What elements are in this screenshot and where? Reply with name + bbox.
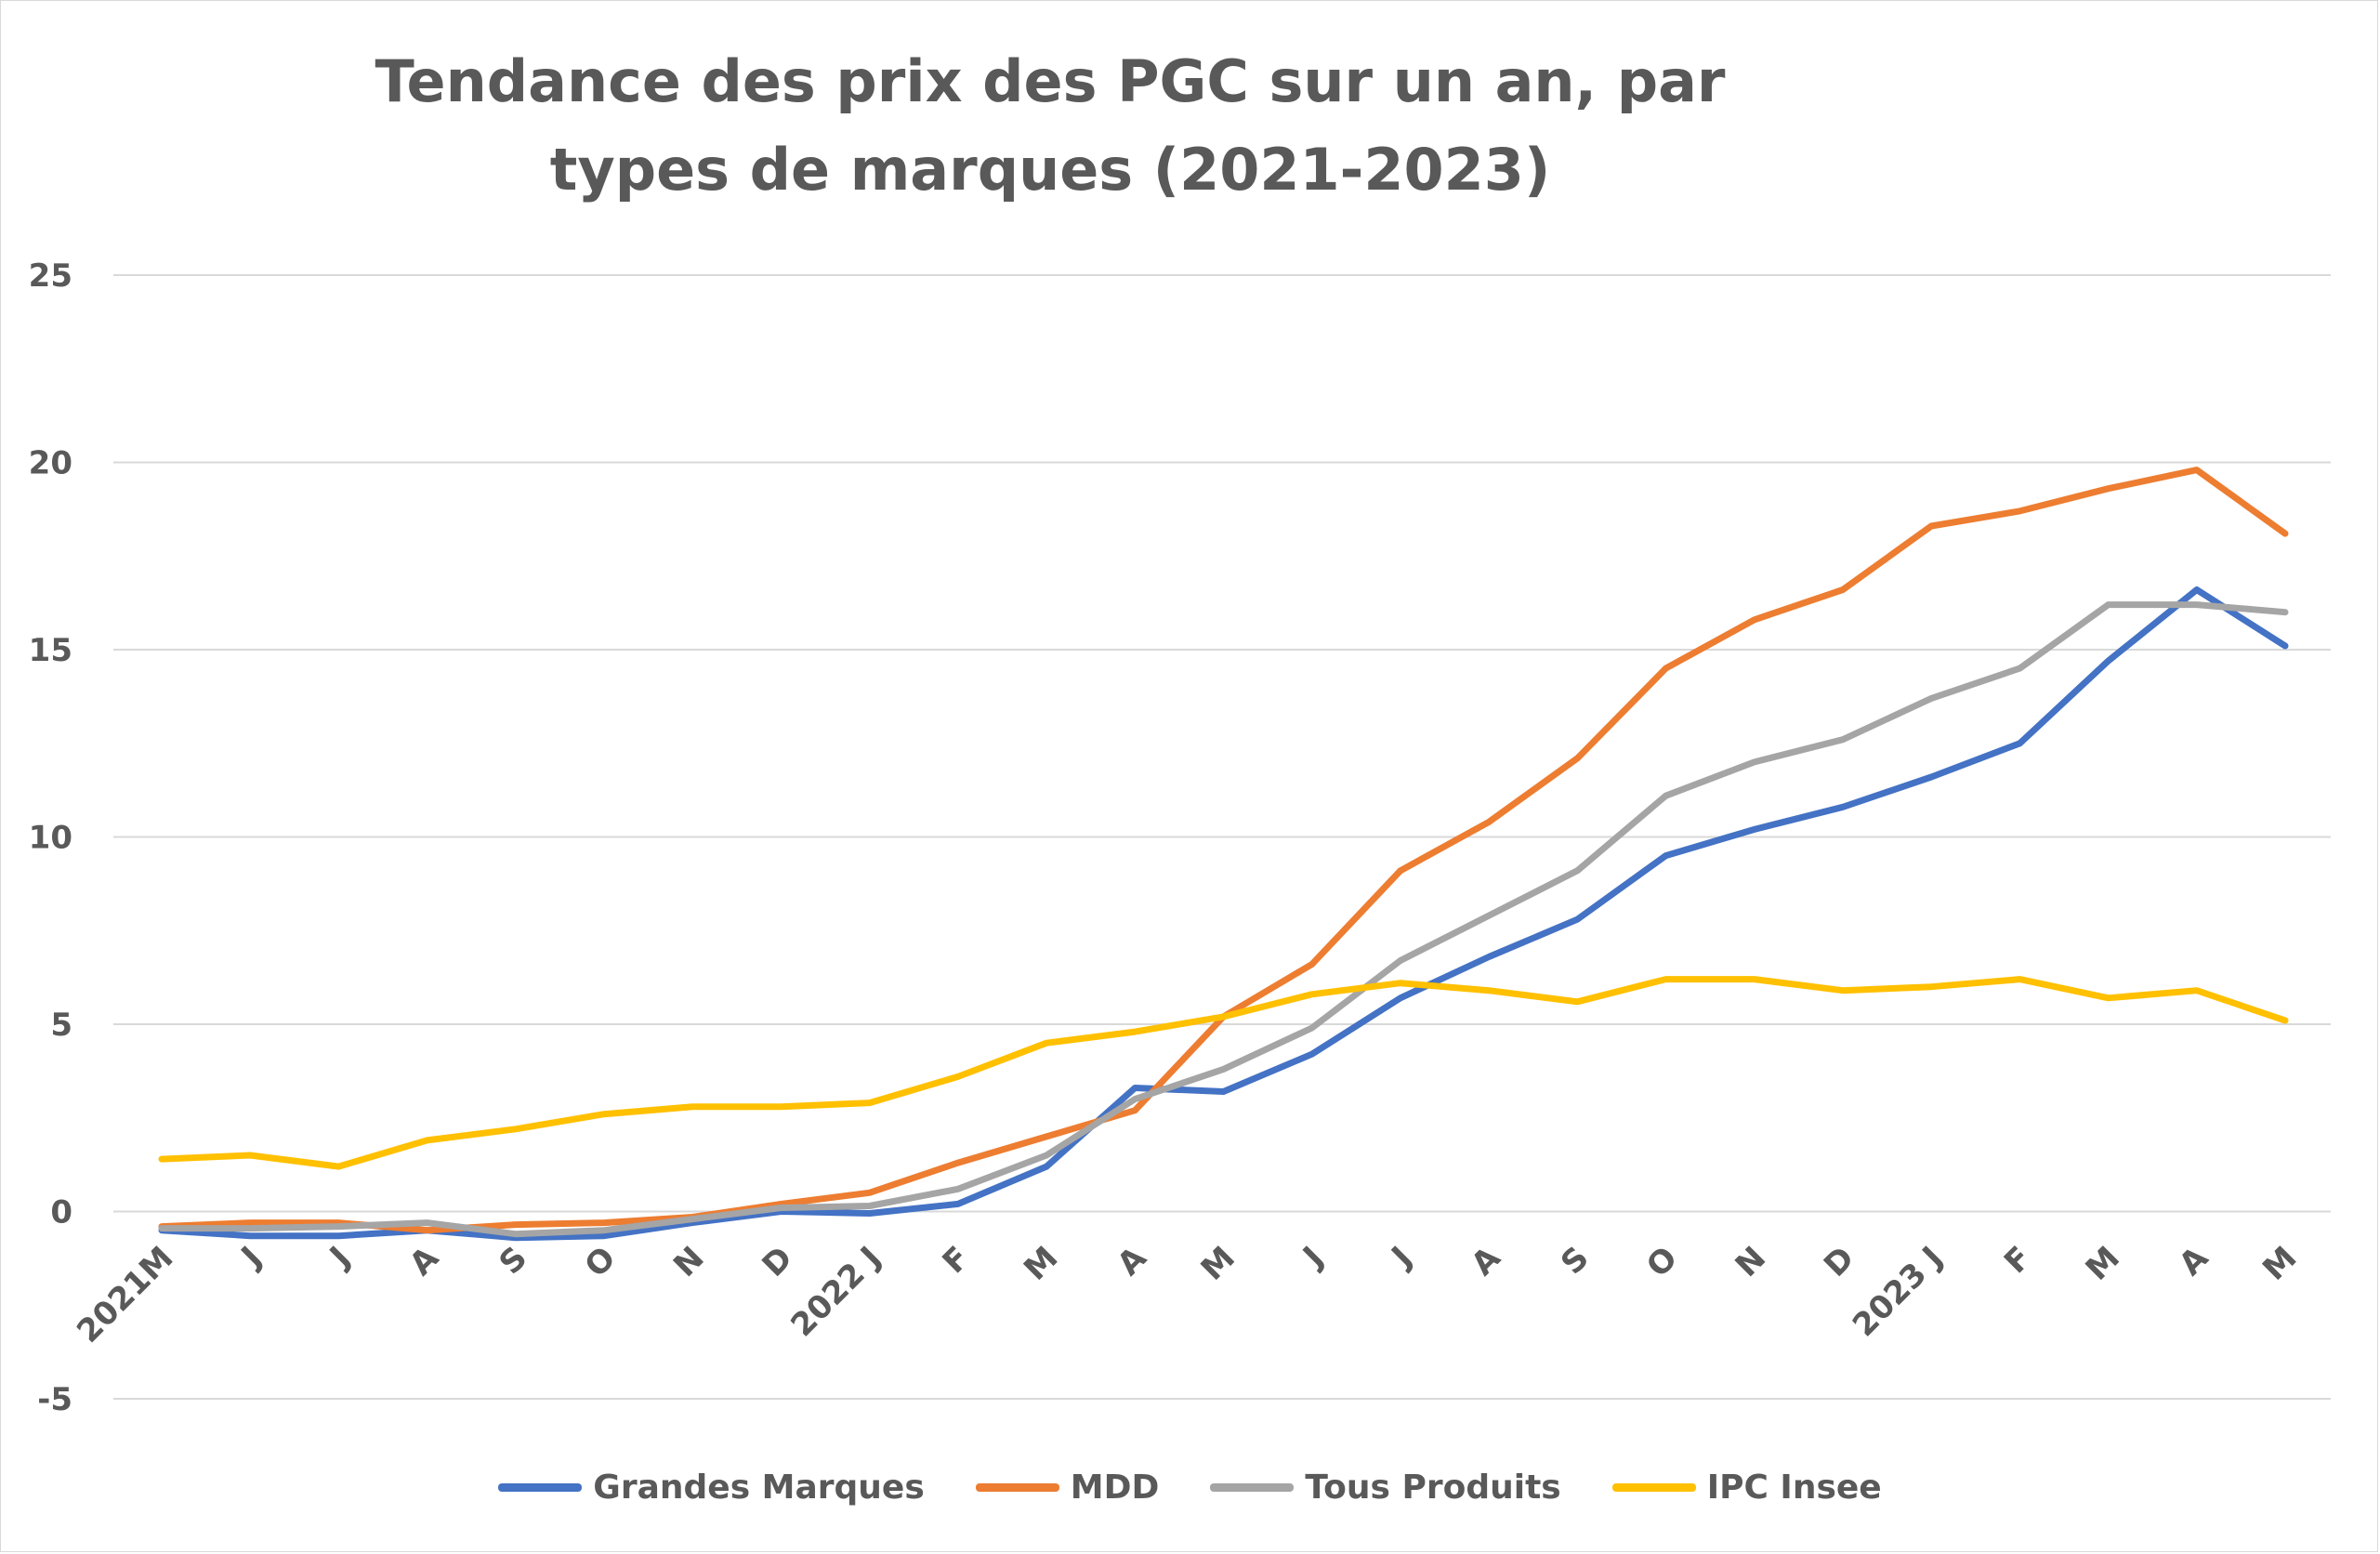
x-tick-label: O [578, 1240, 624, 1285]
legend: Grandes Marques MDD Tous Produits IPC Insee [0, 1455, 2380, 1520]
x-tick-label: F [936, 1240, 978, 1282]
series-line-2 [158, 467, 2289, 1234]
x-tick-label: 2023 J [1846, 1240, 1951, 1345]
x-tick-label: A [402, 1239, 446, 1283]
y-tick-label: 0 [50, 1194, 72, 1231]
chart-title: Tendance des prix des PGC sur un an, par… [375, 47, 1726, 204]
series-line-4 [158, 976, 2289, 1170]
x-tick-label: S [493, 1240, 535, 1283]
x-tick-label: A [1111, 1239, 1154, 1283]
x-tick-label: J [233, 1240, 270, 1276]
legend-label: Tous Produits [1305, 1468, 1561, 1507]
legend-swatch [1611, 1482, 1696, 1492]
x-tick-label: N [1729, 1240, 1773, 1284]
x-tick-label: M [2255, 1240, 2304, 1288]
x-tick-label: J [322, 1240, 358, 1276]
x-tick-label: N [666, 1240, 711, 1284]
x-tick-label: J [1384, 1240, 1420, 1276]
y-tick-label: 25 [29, 257, 72, 295]
x-tick-label: D [1817, 1240, 1861, 1284]
legend-item: Grandes Marques [498, 1468, 925, 1507]
x-tick-label: M [2079, 1240, 2127, 1288]
x-tick-label: O [1639, 1240, 1685, 1285]
legend-item: Tous Produits [1210, 1468, 1561, 1507]
y-tick-label: 20 [29, 445, 72, 482]
x-tick-label: F [1997, 1240, 2039, 1282]
legend-item: IPC Insee [1611, 1468, 1882, 1507]
y-tick-label: 10 [29, 820, 72, 857]
series-line-1 [158, 586, 2289, 1242]
x-tick-label: D [756, 1240, 800, 1284]
x-tick-label: 2021M [70, 1240, 180, 1350]
x-tick-label: S [1554, 1240, 1597, 1283]
x-tick-label: M [1017, 1240, 1065, 1288]
legend-swatch [498, 1482, 583, 1492]
legend-label: MDD [1070, 1468, 1160, 1507]
x-tick-label: M [1194, 1240, 1243, 1288]
x-tick-label: 2022 J [784, 1240, 889, 1345]
legend-label: Grandes Marques [593, 1468, 925, 1507]
legend-swatch [975, 1482, 1059, 1492]
y-tick-label: 5 [50, 1007, 72, 1044]
x-tick-label: A [2172, 1239, 2216, 1283]
legend-item: MDD [975, 1468, 1160, 1507]
legend-swatch [1210, 1482, 1295, 1492]
series-lines [158, 467, 2289, 1242]
x-tick-label: J [1295, 1240, 1331, 1276]
gridlines [113, 274, 2331, 1400]
y-tick-label: -5 [37, 1381, 72, 1418]
y-tick-label: 15 [29, 632, 72, 669]
legend-label: IPC Insee [1706, 1468, 1882, 1507]
y-axis-ticks: 25 20 15 10 5 0 -5 [29, 257, 72, 1418]
x-tick-label: A [1465, 1239, 1508, 1283]
series-line-3 [158, 601, 2289, 1238]
